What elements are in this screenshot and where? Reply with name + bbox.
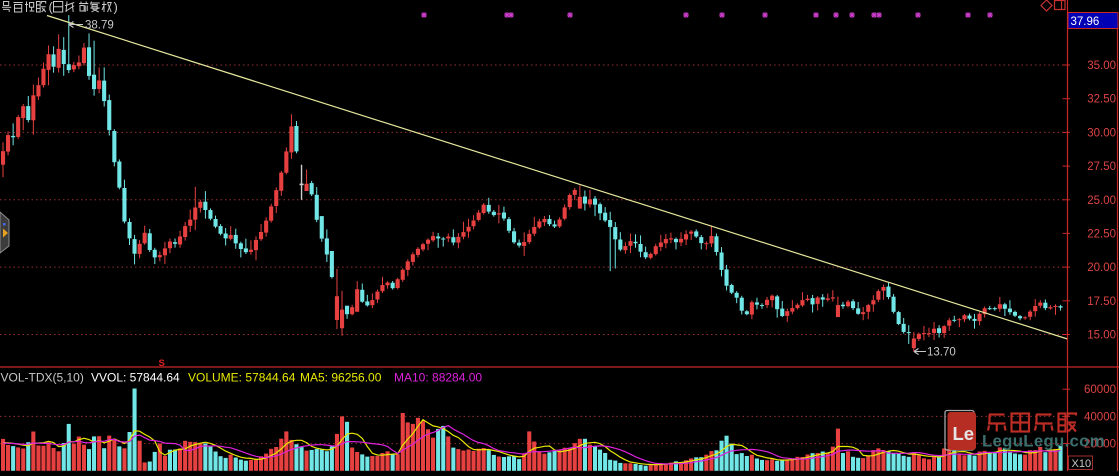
svg-text:(: (	[49, 0, 54, 15]
svg-text:13.70: 13.70	[927, 347, 956, 359]
svg-text:MA5: 96256.00: MA5: 96256.00	[300, 371, 382, 385]
svg-text:25.00: 25.00	[1087, 195, 1116, 207]
svg-text:60000: 60000	[1084, 384, 1116, 396]
svg-text:S: S	[159, 358, 165, 369]
svg-text:20000: 20000	[1084, 439, 1116, 451]
svg-text:30.00: 30.00	[1087, 127, 1116, 139]
svg-text:Le: Le	[953, 423, 975, 444]
svg-text:LeguLegu.com: LeguLegu.com	[982, 432, 1105, 451]
svg-text:40000: 40000	[1084, 411, 1116, 423]
svg-text:X10: X10	[1072, 458, 1092, 470]
svg-text:38.79: 38.79	[85, 20, 114, 32]
svg-text:32.50: 32.50	[1087, 94, 1116, 106]
svg-text:22.50: 22.50	[1087, 228, 1116, 240]
svg-text:MA10: 88284.00: MA10: 88284.00	[394, 371, 482, 385]
svg-text:20.00: 20.00	[1087, 262, 1116, 274]
svg-text:37.96: 37.96	[1071, 16, 1100, 28]
svg-text:27.50: 27.50	[1087, 161, 1116, 173]
svg-text:17.50: 17.50	[1087, 296, 1116, 308]
svg-text:VOLUME: 57844.64: VOLUME: 57844.64	[188, 371, 296, 385]
svg-text:15.00: 15.00	[1087, 330, 1116, 342]
svg-text:): )	[114, 0, 118, 15]
svg-text:VOL-TDX(5,10): VOL-TDX(5,10)	[1, 371, 84, 385]
svg-text:35.00: 35.00	[1087, 60, 1116, 72]
svg-text:VVOL: 57844.64: VVOL: 57844.64	[91, 371, 180, 385]
